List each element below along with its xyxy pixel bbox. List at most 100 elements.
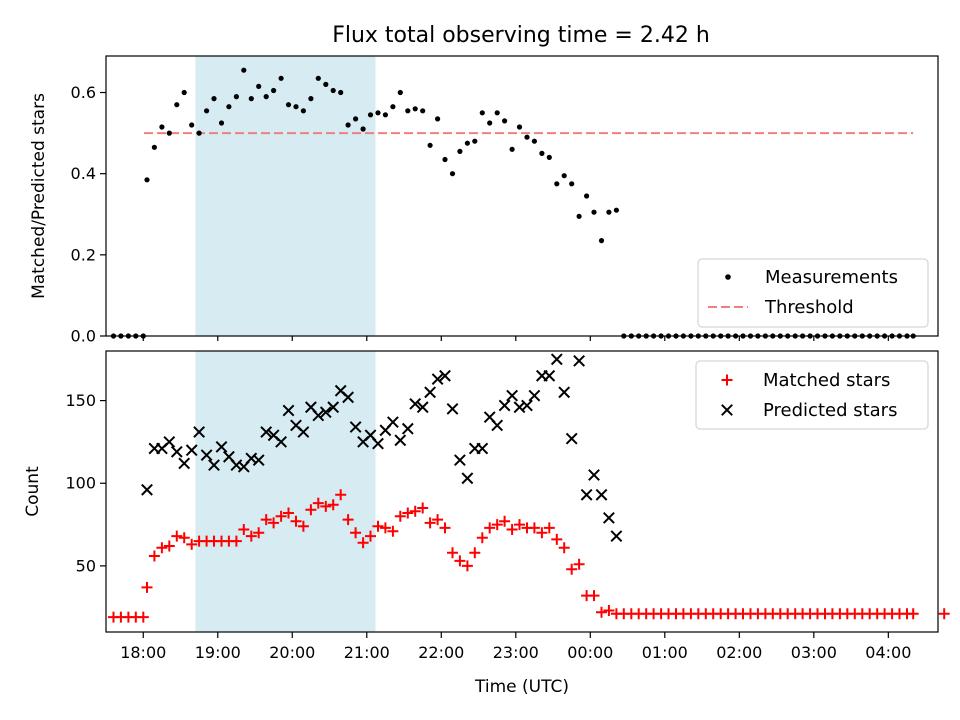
predicted-stars-point	[424, 386, 437, 399]
matched-stars-point	[528, 522, 540, 534]
matched-stars-point	[558, 542, 570, 554]
legend-plus-marker	[721, 374, 733, 386]
matched-stars-point	[372, 520, 384, 532]
matched-stars-point	[573, 558, 585, 570]
measurement-point	[576, 213, 582, 219]
predicted-stars-point	[163, 435, 176, 448]
measurement-point	[613, 207, 620, 213]
predicted-stars-point	[275, 435, 288, 448]
predicted-stars-point	[573, 354, 586, 367]
matched-stars-point	[506, 524, 518, 535]
predicted-stars-points	[141, 353, 623, 543]
matched-stars-point	[439, 522, 451, 534]
matched-stars-point	[499, 515, 511, 527]
predicted-stars-point	[319, 406, 332, 419]
chart-title: Flux total observing time = 2.42 h	[332, 23, 710, 48]
matched-stars-point	[327, 499, 339, 511]
predicted-stars-point	[178, 457, 191, 470]
matched-stars-point	[260, 514, 272, 526]
y-tick-label: 100	[65, 474, 96, 493]
matched-stars-point	[596, 606, 607, 618]
predicted-stars-point	[558, 386, 571, 399]
predicted-stars-point	[185, 444, 198, 457]
y-tick-label: 0.4	[71, 164, 96, 183]
x-tick-label: 23:00	[493, 643, 539, 662]
measurement-point	[330, 87, 336, 94]
matched-stars-point	[402, 507, 414, 519]
x-tick-label: 20:00	[269, 643, 315, 662]
predicted-stars-point	[141, 483, 153, 496]
measurement-point	[166, 130, 172, 136]
measurement-point	[524, 134, 530, 140]
measurement-point	[271, 87, 277, 94]
measurement-point	[420, 108, 426, 114]
matched-stars-point	[342, 514, 354, 526]
predicted-stars-point	[215, 440, 228, 453]
predicted-stars-point	[461, 472, 474, 485]
measurement-point	[472, 138, 478, 144]
bottom-legend-frame	[695, 360, 929, 430]
predicted-stars-point	[610, 530, 623, 543]
x-tick-label: 04:00	[865, 643, 911, 662]
measurement-point	[353, 116, 359, 122]
bottom-y-axis-label: Count	[23, 466, 43, 517]
measurement-point	[442, 156, 448, 163]
matched-stars-point	[253, 527, 265, 539]
matched-stars-point	[551, 533, 563, 545]
predicted-stars-point	[521, 399, 533, 412]
measurement-point	[159, 124, 165, 130]
matched-stars-point	[365, 530, 376, 542]
measurement-point	[300, 108, 306, 114]
predicted-stars-point	[170, 445, 183, 458]
matched-stars-point	[137, 611, 149, 623]
measurement-point	[569, 181, 575, 187]
matched-stars-point	[491, 519, 503, 531]
predicted-stars-point	[453, 454, 466, 467]
matched-stars-point	[424, 517, 436, 529]
measurement-point	[189, 122, 195, 128]
matched-stars-point	[588, 590, 600, 602]
measurement-point	[144, 177, 150, 183]
predicted-stars-point	[208, 459, 220, 472]
matched-stars-point	[938, 608, 950, 620]
predicted-stars-point	[476, 442, 489, 455]
measurement-point	[263, 94, 269, 100]
predicted-stars-point	[372, 437, 384, 450]
measurement-point	[561, 173, 567, 179]
matched-stars-point	[432, 514, 444, 526]
y-tick-label: 0.2	[71, 245, 96, 264]
measurement-point	[338, 89, 344, 96]
matched-stars-point	[148, 550, 160, 562]
top-y-axis-label: Matched/Predicted stars	[29, 93, 49, 299]
measurement-point	[226, 104, 232, 110]
measurement-point	[531, 138, 538, 144]
predicted-stars-point	[282, 404, 295, 417]
legend-label-threshold: Threshold	[764, 297, 854, 318]
predicted-stars-point	[506, 389, 519, 402]
predicted-stars-point	[386, 416, 399, 429]
matched-stars-point	[476, 532, 488, 544]
matched-stars-point	[514, 519, 525, 531]
matched-stars-point	[238, 524, 250, 535]
measurement-point	[293, 104, 299, 110]
matched-stars-point	[290, 515, 302, 527]
measurement-point	[211, 96, 217, 102]
bottom-panel-counts: 50 100 150 18:00 19:00 20:00 21:00 22:00 23:00 0…	[23, 350, 950, 697]
matched-stars-point	[357, 537, 369, 549]
matched-stars-point	[268, 517, 280, 529]
observing-window-span	[195, 351, 376, 632]
matched-stars-point	[230, 535, 242, 547]
predicted-stars-point	[200, 449, 213, 462]
matched-stars-point	[320, 500, 332, 512]
measurement-point	[151, 144, 157, 150]
measurement-point	[181, 89, 187, 96]
measurement-point	[323, 81, 329, 87]
matched-stars-point	[417, 502, 429, 514]
top-panel-ratio: 0.0 0.2 0.4 0.6 Matched/Predicted stars Mea…	[29, 55, 939, 346]
bottom-plot-frame	[105, 350, 939, 633]
matched-stars-point	[566, 563, 578, 575]
legend-label-measurements: Measurements	[765, 267, 898, 288]
measurement-point	[539, 150, 545, 156]
measurement-point	[598, 238, 605, 244]
predicted-stars-point	[446, 402, 459, 415]
